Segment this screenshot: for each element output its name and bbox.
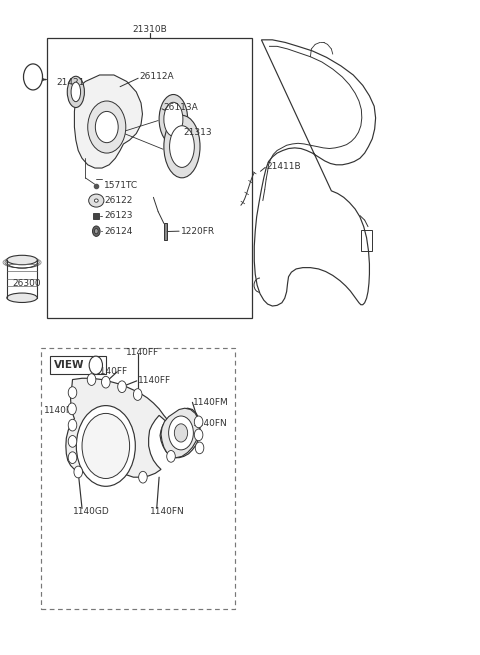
Text: 1140FF: 1140FF bbox=[126, 348, 159, 357]
Text: 26300: 26300 bbox=[12, 279, 41, 288]
Circle shape bbox=[118, 381, 126, 392]
Text: 21421: 21421 bbox=[57, 79, 85, 87]
Polygon shape bbox=[161, 408, 200, 458]
Ellipse shape bbox=[71, 82, 81, 102]
Text: 26112A: 26112A bbox=[139, 73, 174, 81]
Bar bbox=[48, 38, 252, 318]
Ellipse shape bbox=[164, 102, 183, 136]
Circle shape bbox=[95, 229, 98, 234]
Text: 21313: 21313 bbox=[184, 128, 213, 137]
Circle shape bbox=[194, 416, 203, 428]
Text: 26124: 26124 bbox=[104, 227, 133, 236]
Circle shape bbox=[68, 403, 76, 415]
Text: 1140FN: 1140FN bbox=[193, 419, 228, 428]
Text: 1220FR: 1220FR bbox=[180, 227, 215, 236]
Polygon shape bbox=[66, 379, 200, 477]
Circle shape bbox=[167, 451, 175, 462]
Text: A: A bbox=[30, 73, 36, 81]
Bar bbox=[49, 356, 106, 375]
Ellipse shape bbox=[67, 76, 84, 107]
Ellipse shape bbox=[95, 199, 98, 202]
Text: 1140FM: 1140FM bbox=[193, 398, 229, 407]
Ellipse shape bbox=[7, 293, 37, 303]
Circle shape bbox=[133, 388, 142, 400]
Circle shape bbox=[174, 424, 188, 442]
Circle shape bbox=[195, 442, 204, 454]
Circle shape bbox=[24, 64, 43, 90]
Bar bbox=[94, 213, 99, 219]
Text: 26113A: 26113A bbox=[163, 103, 198, 112]
Text: 1140FF: 1140FF bbox=[95, 367, 128, 376]
Bar bbox=[361, 230, 372, 251]
Text: 1571TC: 1571TC bbox=[104, 181, 139, 190]
Circle shape bbox=[93, 226, 100, 236]
Text: 26123: 26123 bbox=[104, 211, 133, 220]
Text: 1140FN: 1140FN bbox=[150, 506, 184, 515]
Ellipse shape bbox=[89, 194, 104, 207]
Text: 1140FF: 1140FF bbox=[138, 377, 171, 385]
Text: 1140GD: 1140GD bbox=[72, 506, 109, 515]
Text: VIEW: VIEW bbox=[54, 360, 85, 370]
Text: 21411B: 21411B bbox=[266, 162, 301, 170]
Circle shape bbox=[194, 429, 203, 441]
Circle shape bbox=[68, 419, 77, 431]
Ellipse shape bbox=[7, 255, 37, 265]
Text: 26122: 26122 bbox=[104, 196, 133, 205]
Circle shape bbox=[88, 101, 126, 153]
Circle shape bbox=[89, 356, 103, 375]
Circle shape bbox=[102, 377, 110, 388]
Text: 1140FF: 1140FF bbox=[44, 406, 77, 415]
Circle shape bbox=[68, 452, 77, 464]
Ellipse shape bbox=[169, 126, 194, 168]
Circle shape bbox=[139, 472, 147, 483]
Circle shape bbox=[68, 436, 77, 447]
Ellipse shape bbox=[159, 94, 188, 144]
Ellipse shape bbox=[164, 115, 200, 178]
Circle shape bbox=[87, 374, 96, 385]
Circle shape bbox=[168, 416, 193, 450]
Text: A: A bbox=[92, 361, 99, 370]
Circle shape bbox=[96, 111, 118, 143]
Polygon shape bbox=[74, 75, 143, 168]
Circle shape bbox=[74, 466, 83, 478]
Circle shape bbox=[76, 405, 135, 486]
Circle shape bbox=[68, 386, 77, 398]
Text: 21310B: 21310B bbox=[132, 25, 167, 34]
Bar bbox=[41, 348, 235, 608]
Circle shape bbox=[82, 413, 130, 479]
Bar bbox=[164, 223, 167, 240]
